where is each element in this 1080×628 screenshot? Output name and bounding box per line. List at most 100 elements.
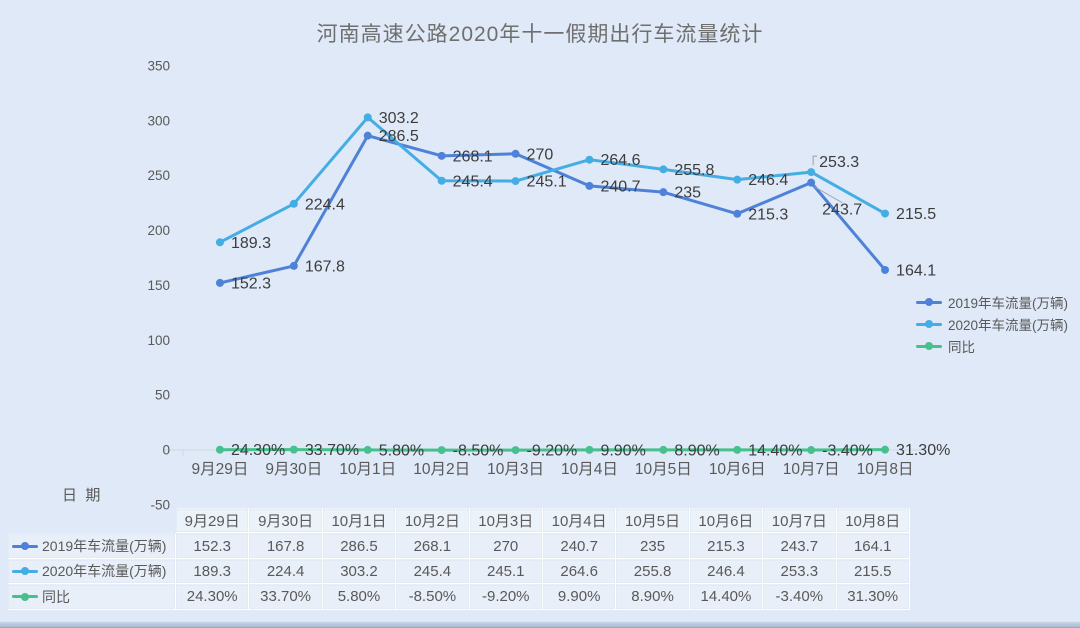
legend-marker-dot-icon (21, 567, 29, 576)
data-point-marker (881, 265, 890, 274)
table-value-cell: 189.3 (176, 558, 250, 585)
data-point-label: 215.3 (748, 206, 788, 223)
data-point-label: 189.3 (231, 235, 271, 252)
line-chart-plot[interactable]: 350 300 250 200 150 100 50 0 -50 9月29日 9月30日 10月1日 1… (0, 0, 1080, 520)
data-point-marker (289, 445, 298, 454)
data-point-marker (215, 445, 224, 454)
data-point-label: -8.50% (453, 443, 504, 460)
x-tick-label: 10月6日 (709, 461, 766, 478)
table-value-cell: 14.40% (689, 584, 764, 610)
table-header-cell: 10月5日 (616, 508, 690, 534)
legend-marker-dot-icon (925, 320, 933, 328)
data-point-label: 33.70% (305, 442, 359, 459)
y-tick-label: -50 (150, 497, 170, 512)
data-point-label: 215.5 (896, 206, 936, 223)
x-axis-title: 日 期 (62, 487, 101, 504)
table-value-cell: 245.4 (396, 558, 470, 585)
data-point-label: 245.1 (527, 174, 567, 191)
window-bottom-edge (0, 621, 1080, 628)
data-point-label: -9.20% (527, 443, 578, 460)
data-point-marker (511, 446, 520, 455)
data-point-label: 255.8 (674, 162, 714, 179)
data-point-label: 224.4 (305, 196, 345, 213)
data-point-marker (511, 177, 520, 186)
data-point-marker (363, 445, 372, 454)
table-value-cell: 9.90% (542, 584, 617, 610)
table-header-cell: 10月7日 (763, 508, 837, 534)
chart-data-table: 9月29日 9月30日 10月1日 10月2日 10月3日 10月4日 10月5日 10月6日… (8, 508, 910, 610)
data-point-label: 246.4 (748, 172, 788, 189)
data-point-marker (807, 168, 816, 177)
data-point-marker (363, 113, 372, 122)
data-point-label: 268.1 (453, 148, 493, 165)
table-value-cell: 31.30% (836, 584, 910, 610)
y-tick-label: 200 (147, 223, 170, 238)
table-value-cell: 152.3 (176, 533, 250, 559)
legend-marker-dot-icon (925, 342, 933, 350)
data-point-label: -3.40% (822, 443, 873, 460)
label-leader-line (812, 155, 818, 166)
data-point-marker (437, 176, 446, 185)
data-point-marker (585, 155, 594, 164)
table-value-cell: -8.50% (396, 584, 470, 610)
table-value-cell: 235 (616, 533, 690, 559)
data-point-marker (215, 278, 224, 287)
table-value-cell: 224.4 (249, 558, 323, 585)
chart-legend: 2019年车流量(万辆) 2020年车流量(万辆) 同比 (916, 291, 1068, 357)
y-tick-label: 350 (147, 59, 170, 74)
x-tick-label: 10月1日 (339, 461, 396, 478)
data-point-label: 9.90% (600, 442, 645, 459)
legend-item-2019[interactable]: 2019年车流量(万辆) (916, 291, 1068, 313)
legend-marker-icon (916, 320, 942, 328)
data-point-marker (437, 446, 446, 455)
data-point-label: 270 (527, 146, 554, 163)
legend-marker-icon (12, 542, 38, 551)
data-point-marker (659, 445, 668, 454)
legend-item-label: 2020年车流量(万辆) (948, 318, 1069, 333)
data-point-label: 286.5 (379, 128, 419, 145)
data-point-marker (659, 188, 668, 197)
data-point-marker (881, 209, 890, 218)
table-value-cell: 33.70% (249, 584, 323, 610)
data-point-marker (289, 261, 298, 270)
legend-marker-icon (916, 298, 942, 306)
x-tick-label: 9月30日 (265, 461, 322, 478)
y-tick-label: 50 (155, 388, 170, 403)
table-value-cell: 270 (469, 533, 543, 559)
table-value-cell: -9.20% (469, 584, 543, 610)
series-yoy-line[interactable] (215, 445, 890, 455)
table-value-cell: 164.1 (836, 533, 910, 559)
table-value-cell: 240.7 (542, 533, 617, 559)
data-point-label: 253.3 (819, 154, 859, 171)
series-2020-line[interactable] (215, 113, 890, 247)
data-point-marker (215, 238, 224, 247)
data-point-label: 240.7 (600, 178, 640, 195)
y-tick-label: 300 (147, 113, 170, 128)
data-point-marker (881, 445, 890, 454)
table-value-cell: 246.4 (689, 558, 764, 585)
table-value-cell: 8.90% (616, 584, 690, 610)
data-point-label: 264.6 (600, 152, 640, 169)
legend-item-label: 同比 (948, 340, 975, 355)
table-row-label-text: 2020年车流量(万辆) (42, 563, 167, 580)
data-point-label: 245.4 (453, 173, 493, 190)
data-point-label: 167.8 (305, 258, 345, 275)
data-point-marker (733, 175, 742, 184)
legend-item-yoy[interactable]: 同比 (916, 335, 1068, 357)
y-tick-label: 150 (147, 278, 170, 293)
table-header-cell: 10月1日 (322, 508, 397, 534)
data-point-label: 14.40% (748, 442, 802, 459)
data-point-label: 235 (674, 185, 701, 202)
table-header-cell: 10月8日 (836, 508, 910, 534)
data-point-marker (733, 445, 742, 454)
table-value-cell: 167.8 (249, 533, 323, 559)
table-value-cell: 243.7 (763, 533, 837, 559)
legend-marker-icon (12, 592, 38, 601)
legend-item-2020[interactable]: 2020年车流量(万辆) (916, 313, 1068, 335)
legend-marker-icon (12, 567, 38, 576)
table-header-cell: 10月3日 (469, 508, 543, 534)
data-labels: 189.3 224.4 303.2 245.4 245.1 264.6 255.8 246.4… (231, 110, 936, 252)
data-point-marker (437, 151, 446, 160)
table-header-cell: 10月6日 (689, 508, 764, 534)
